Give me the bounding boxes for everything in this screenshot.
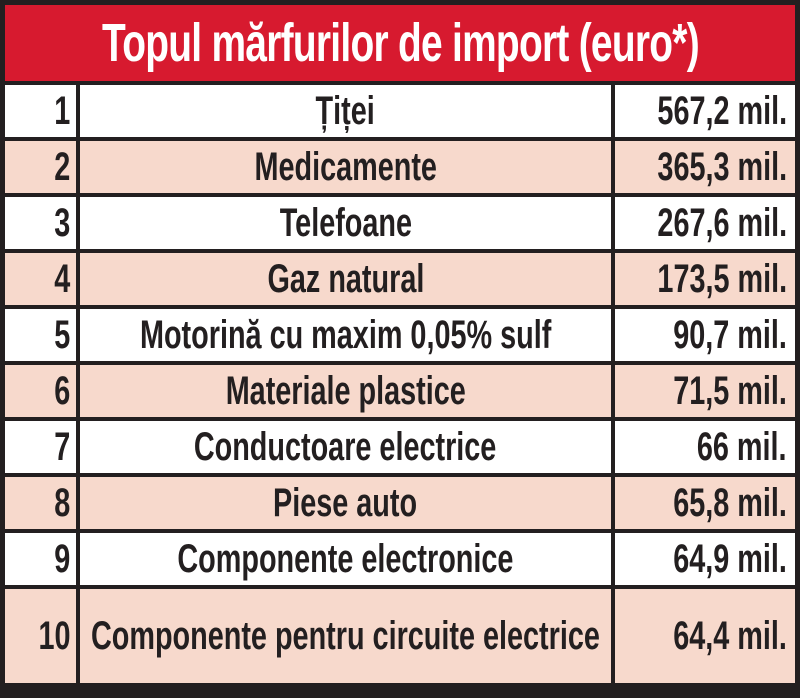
value-cell: 365,3 mil. xyxy=(615,141,795,193)
rank-text: 5 xyxy=(53,313,70,357)
rank-text: 9 xyxy=(53,537,70,581)
table-row: 10 Componente pentru circuite electrice … xyxy=(5,589,795,683)
rank-cell: 6 xyxy=(5,365,76,417)
rank-cell: 10 xyxy=(5,589,76,683)
table-row: 6 Materiale plastice 71,5 mil. xyxy=(5,365,795,417)
value-cell: 64,9 mil. xyxy=(615,533,795,585)
rank-cell: 3 xyxy=(5,197,76,249)
rank-cell: 4 xyxy=(5,253,76,305)
rank-text: 6 xyxy=(53,369,70,413)
table-row: 3 Telefoane 267,6 mil. xyxy=(5,197,795,249)
rank-cell: 7 xyxy=(5,421,76,473)
rank-cell: 9 xyxy=(5,533,76,585)
product-cell: Motorină cu maxim 0,05% sulf xyxy=(80,309,611,361)
value-text: 65,8 mil. xyxy=(673,481,787,525)
product-text-line-2: circuite electrice xyxy=(372,614,600,658)
product-cell: Medicamente xyxy=(80,141,611,193)
product-text-line-1: Componente pentru xyxy=(91,614,365,658)
value-text: 66 mil. xyxy=(697,425,787,469)
rank-text: 10 xyxy=(37,614,70,658)
table-row: 7 Conductoare electrice 66 mil. xyxy=(5,421,795,473)
table-row: 1 Țiței 567,2 mil. xyxy=(5,85,795,137)
value-text: 567,2 mil. xyxy=(657,89,787,133)
rank-text: 4 xyxy=(53,257,70,301)
rank-text: 8 xyxy=(53,481,70,525)
table-row: 4 Gaz natural 173,5 mil. xyxy=(5,253,795,305)
rank-cell: 2 xyxy=(5,141,76,193)
value-cell: 173,5 mil. xyxy=(615,253,795,305)
product-cell: Țiței xyxy=(80,85,611,137)
product-text: Gaz natural xyxy=(267,257,424,301)
rank-text: 7 xyxy=(53,425,70,469)
table-row: 5 Motorină cu maxim 0,05% sulf 90,7 mil. xyxy=(5,309,795,361)
rank-text: 2 xyxy=(53,145,70,189)
rank-text: 3 xyxy=(53,201,70,245)
value-cell: 65,8 mil. xyxy=(615,477,795,529)
rank-cell: 8 xyxy=(5,477,76,529)
product-text: Telefoane xyxy=(279,201,412,245)
value-text: 267,6 mil. xyxy=(657,201,787,245)
table-row: 9 Componente electronice 64,9 mil. xyxy=(5,533,795,585)
value-text: 71,5 mil. xyxy=(673,369,787,413)
rank-cell: 5 xyxy=(5,309,76,361)
value-text: 90,7 mil. xyxy=(673,313,787,357)
product-cell: Gaz natural xyxy=(80,253,611,305)
rank-text: 1 xyxy=(53,89,70,133)
table-title: Topul mărfurilor de import (euro*) xyxy=(101,13,700,73)
table-title-bar: Topul mărfurilor de import (euro*) xyxy=(5,5,795,81)
product-text: Componente electronice xyxy=(177,537,514,581)
product-cell: Materiale plastice xyxy=(80,365,611,417)
product-text: Motorină cu maxim 0,05% sulf xyxy=(139,313,552,357)
product-cell: Conductoare electrice xyxy=(80,421,611,473)
value-cell: 71,5 mil. xyxy=(615,365,795,417)
table-row: 2 Medicamente 365,3 mil. xyxy=(5,141,795,193)
value-text: 365,3 mil. xyxy=(657,145,787,189)
product-text-multiline: Componente pentru circuite electrice xyxy=(91,615,600,657)
value-cell: 567,2 mil. xyxy=(615,85,795,137)
value-cell: 90,7 mil. xyxy=(615,309,795,361)
product-text: Piese auto xyxy=(273,481,418,525)
value-cell: 64,4 mil. xyxy=(615,589,795,683)
product-cell: Componente pentru circuite electrice xyxy=(80,589,611,683)
product-cell: Telefoane xyxy=(80,197,611,249)
table-row: 8 Piese auto 65,8 mil. xyxy=(5,477,795,529)
value-cell: 267,6 mil. xyxy=(615,197,795,249)
value-cell: 66 mil. xyxy=(615,421,795,473)
product-text: Medicamente xyxy=(254,145,437,189)
value-text: 173,5 mil. xyxy=(657,257,787,301)
value-text: 64,9 mil. xyxy=(673,537,787,581)
product-text: Țiței xyxy=(315,89,376,133)
product-text: Materiale plastice xyxy=(225,369,466,413)
product-text: Conductoare electrice xyxy=(194,425,497,469)
rank-cell: 1 xyxy=(5,85,76,137)
product-cell: Piese auto xyxy=(80,477,611,529)
value-text: 64,4 mil. xyxy=(673,614,787,658)
product-cell: Componente electronice xyxy=(80,533,611,585)
